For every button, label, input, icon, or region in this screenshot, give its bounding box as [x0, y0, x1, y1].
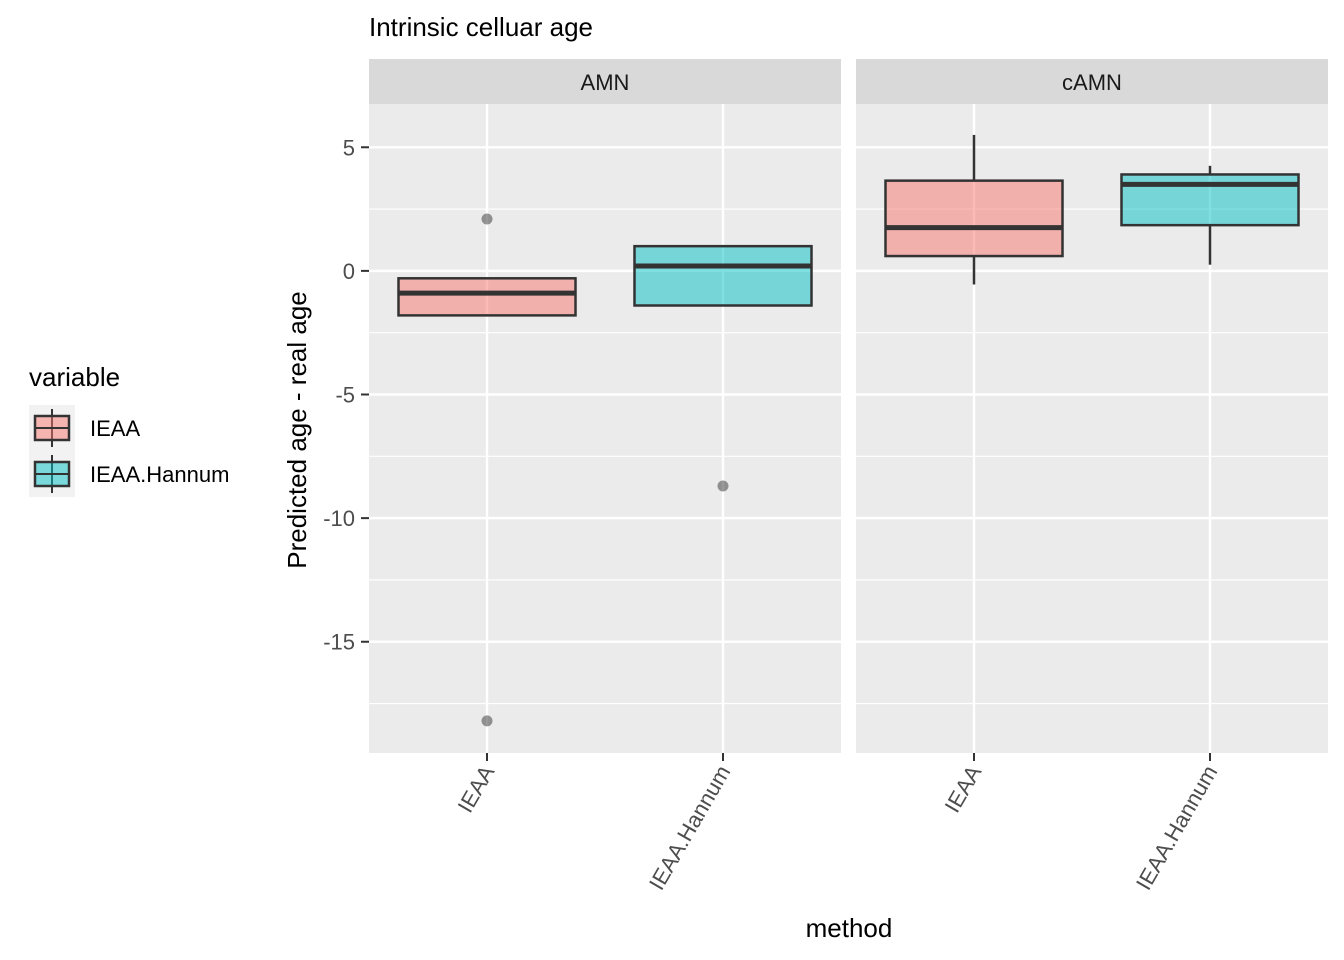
- box-camn-ieaa: [884, 134, 1064, 285]
- legend-title: variable: [29, 362, 120, 392]
- x-tick-label: IEAA.Hannum: [1131, 761, 1222, 894]
- facet-strip-label: AMN: [581, 70, 630, 95]
- box-iqr: [397, 277, 577, 317]
- legend-item-ieaa: IEAA: [29, 405, 140, 451]
- legend-item-ieaa-hannum: IEAA.Hannum: [29, 451, 229, 497]
- facet-strip: [369, 59, 841, 104]
- box-iqr: [633, 244, 813, 307]
- box-iqr: [884, 179, 1064, 258]
- facet-panel-camn: cAMN IEAA IEAA.Hannum: [856, 59, 1328, 894]
- panel-background: [369, 104, 841, 753]
- box-camn-ieaa-hannum: [1120, 165, 1300, 265]
- x-axis-label: method: [806, 913, 893, 943]
- x-tick-label: IEAA: [453, 761, 500, 817]
- box-amn-ieaa: [397, 213, 577, 727]
- y-tick-label: -10: [323, 506, 355, 531]
- legend-label: IEAA.Hannum: [90, 462, 229, 487]
- y-axis-label: Predicted age - real age: [282, 291, 312, 569]
- y-tick-label: 5: [343, 135, 355, 160]
- facet-panel-amn: AMN IEAA IEAA.Hannum: [369, 59, 841, 894]
- facet-strip: [856, 59, 1328, 104]
- chart-title: Intrinsic celluar age: [369, 12, 593, 42]
- y-tick-label: -5: [335, 383, 355, 408]
- y-axis: 5 0 -5 -10 -15: [323, 135, 369, 655]
- facet-strip-label: cAMN: [1062, 70, 1122, 95]
- outlier-point: [481, 715, 493, 727]
- box-amn-ieaa-hannum: [633, 244, 813, 492]
- outlier-point: [481, 213, 493, 225]
- x-tick-label: IEAA: [940, 761, 987, 817]
- y-tick-label: 0: [343, 259, 355, 284]
- y-tick-label: -15: [323, 630, 355, 655]
- facet-panels: AMN IEAA IEAA.Hannum cAMN IEAA IEAA.Hannum: [369, 59, 1328, 894]
- legend: variable IEAA IEAA.Hannum: [29, 362, 229, 497]
- legend-label: IEAA: [90, 416, 140, 441]
- outlier-point: [717, 480, 729, 492]
- x-tick-label: IEAA.Hannum: [644, 761, 735, 894]
